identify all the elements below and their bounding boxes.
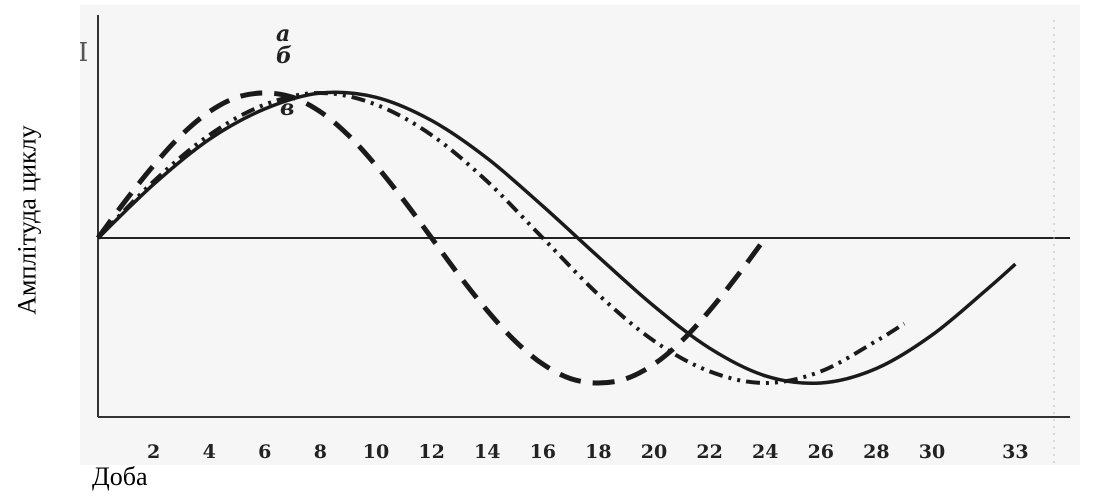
curve-labels: абв bbox=[276, 21, 294, 121]
x-tick-label: 12 bbox=[418, 441, 444, 463]
plot-background bbox=[80, 5, 1080, 465]
x-tick-label: 26 bbox=[808, 441, 834, 463]
curves-group bbox=[95, 90, 1017, 386]
curve-label-3: в bbox=[280, 95, 294, 121]
y-tick-mark: I bbox=[80, 38, 88, 68]
y-axis-label-text: Амплітуда циклу bbox=[13, 125, 42, 315]
x-tick-label: 16 bbox=[530, 441, 556, 463]
x-tick-label: 20 bbox=[641, 441, 667, 463]
x-tick-label: 28 bbox=[863, 441, 889, 463]
chart-plot: I 2 4 6 8 10 12 14 16 18 20 22 24 26 28 30 33 абв bbox=[80, 5, 1080, 465]
series-line-1 bbox=[95, 90, 768, 386]
x-tick-label: 10 bbox=[363, 441, 389, 463]
x-tick-label: 6 bbox=[258, 441, 271, 463]
series-line-3 bbox=[96, 90, 1017, 386]
x-tick-label: 33 bbox=[1002, 441, 1028, 463]
x-tick-label: 14 bbox=[474, 441, 500, 463]
curve-label-2: б bbox=[276, 43, 292, 69]
curve-label-1: а bbox=[276, 21, 290, 47]
x-tick-label: 24 bbox=[752, 441, 778, 463]
x-tick-label: 4 bbox=[203, 441, 216, 463]
x-axis-label: Доба bbox=[92, 462, 148, 491]
x-tick-label: 30 bbox=[919, 441, 945, 463]
y-axis-label: Амплітуда циклу bbox=[6, 40, 50, 400]
x-tick-label: 2 bbox=[147, 441, 160, 463]
x-tick-label: 18 bbox=[585, 441, 611, 463]
x-tick-label: 8 bbox=[314, 441, 327, 463]
x-tick-labels: 2 4 6 8 10 12 14 16 18 20 22 24 26 28 30 33 bbox=[147, 441, 1029, 463]
x-tick-label: 22 bbox=[696, 441, 722, 463]
